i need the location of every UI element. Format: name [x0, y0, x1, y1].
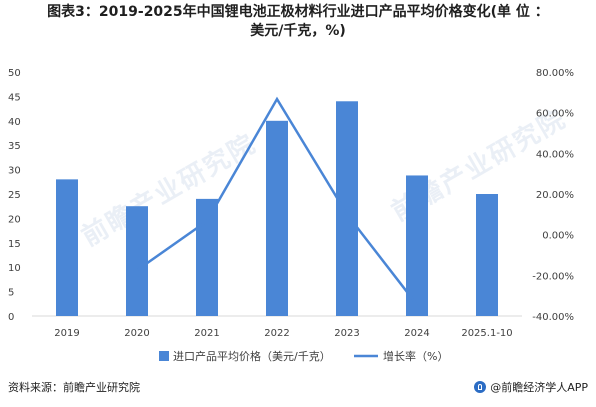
source-note: 资料来源：前瞻产业研究院 — [8, 381, 140, 394]
bar — [476, 194, 498, 316]
chart-title-line1: 图表3：2019-2025年中国锂电池正极材料行业进口产品平均价格变化(单 位 … — [47, 4, 549, 20]
left-tick-label: 15 — [8, 239, 21, 250]
left-tick-label: 35 — [8, 141, 21, 152]
left-tick-label: 50 — [8, 68, 21, 79]
x-tick-label: 2025.1-10 — [461, 328, 512, 339]
right-tick-label: 0.00% — [542, 231, 574, 242]
x-tick-label: 2020 — [124, 328, 149, 339]
x-tick-label: 2022 — [264, 328, 289, 339]
left-tick-label: 25 — [8, 190, 21, 201]
left-tick-label: 45 — [8, 92, 21, 103]
left-axis-ticks: 0 5 10 15 20 25 30 35 40 45 50 — [8, 68, 21, 323]
right-tick-label: 60.00% — [536, 109, 574, 120]
brand-logo-icon — [474, 381, 487, 393]
brand-credit: @前瞻经济学人APP — [474, 379, 588, 395]
right-tick-label: 80.00% — [536, 68, 574, 79]
legend-bar-swatch — [159, 351, 169, 361]
legend-bar-label: 进口产品平均价格（美元/千克） — [173, 349, 331, 363]
bar — [56, 179, 78, 316]
bar — [126, 206, 148, 316]
left-tick-label: 10 — [8, 263, 21, 274]
legend-line-label: 增长率（%） — [383, 349, 448, 363]
x-tick-label: 2019 — [54, 328, 79, 339]
line-series — [136, 96, 418, 306]
brand-label: @前瞻经济学人APP — [490, 381, 588, 394]
left-tick-label: 0 — [8, 312, 14, 323]
chart-title: 图表3：2019-2025年中国锂电池正极材料行业进口产品平均价格变化(单 位 … — [0, 3, 596, 41]
x-tick-label: 2023 — [334, 328, 359, 339]
legend: 进口产品平均价格（美元/千克） 增长率（%） — [159, 349, 448, 363]
bar — [336, 101, 358, 316]
right-tick-label: -20.00% — [532, 271, 574, 282]
chart-title-line2: 美元/千克，%) — [250, 23, 346, 39]
right-tick-label: 40.00% — [536, 149, 574, 160]
right-axis-ticks: -40.00% -20.00% 0.00% 20.00% 40.00% 60.00% 80.… — [532, 68, 574, 323]
bar — [266, 120, 288, 316]
left-tick-label: 40 — [8, 117, 21, 128]
right-tick-label: 20.00% — [536, 190, 574, 201]
left-tick-label: 30 — [8, 166, 21, 177]
left-tick-label: 20 — [8, 214, 21, 225]
x-tick-label: 2024 — [404, 328, 429, 339]
x-axis-ticks: 2019 2020 2021 2022 2023 2024 2025.1-10 — [54, 328, 512, 339]
bar — [196, 198, 218, 316]
bar — [406, 175, 428, 316]
left-tick-label: 5 — [8, 288, 14, 299]
bar-series — [56, 101, 498, 316]
x-tick-label: 2021 — [194, 328, 219, 339]
right-tick-label: -40.00% — [532, 312, 574, 323]
